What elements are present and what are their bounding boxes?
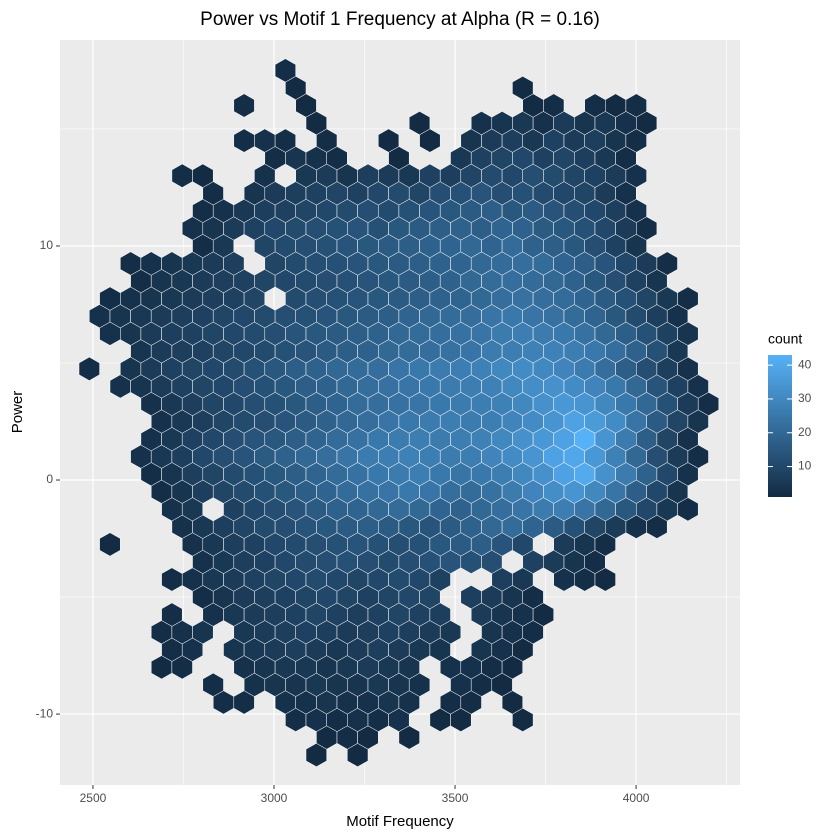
y-tick-label: 10 [40,238,54,252]
hexagon [99,532,121,557]
hexagon [161,602,183,627]
y-tick-label: 0 [46,472,53,486]
hexagon [512,76,534,100]
hexagon [543,93,565,118]
hexagon [192,163,214,188]
hexagon [202,672,224,697]
x-tick-label: 2500 [80,791,107,805]
hexagon [656,251,678,276]
legend-tick-label: 20 [798,425,812,439]
hexagon [233,93,255,118]
x-tick-label: 3000 [261,791,288,805]
y-axis-title: Power [9,391,26,434]
hexagon [78,356,100,381]
hexagon [677,286,699,311]
x-axis-title: Motif Frequency [346,813,454,830]
x-tick-label: 3500 [442,791,469,805]
y-tick-label: -10 [36,706,54,720]
hexagon [274,128,296,153]
colorbar [768,355,792,497]
hexagon [408,111,431,136]
hexagon [274,58,296,83]
legend-tick-label: 10 [798,459,812,473]
legend-tick-label: 40 [798,357,812,371]
chart-title: Power vs Motif 1 Frequency at Alpha (R =… [200,9,600,30]
hexagon [625,93,647,118]
x-tick-label: 4000 [623,791,650,805]
hexagon [378,128,400,153]
legend-title: count [768,331,802,347]
legend-tick-label: 30 [798,391,812,405]
